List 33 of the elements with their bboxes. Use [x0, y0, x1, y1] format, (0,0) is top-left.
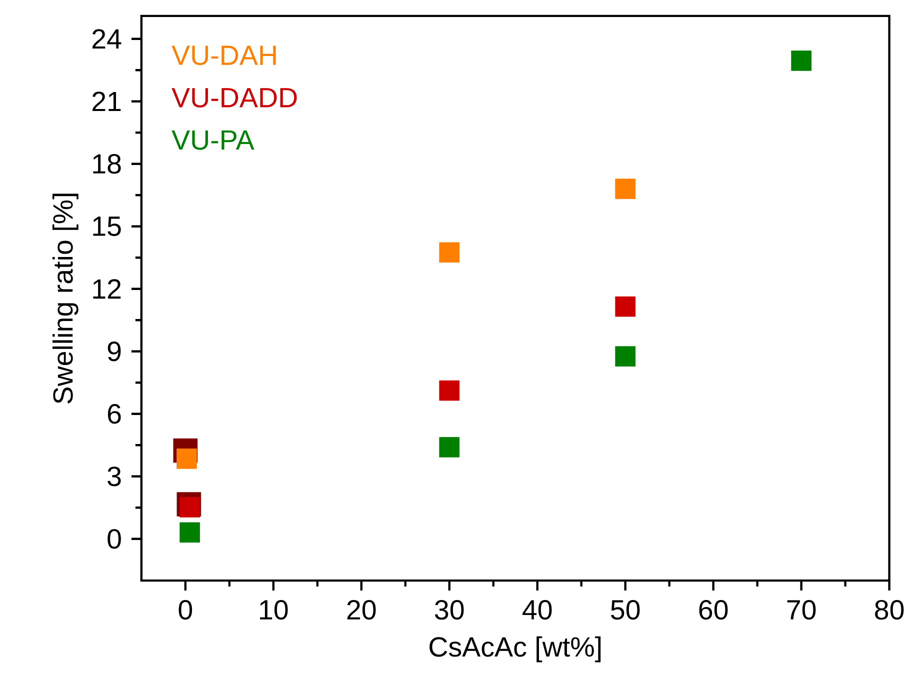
point	[439, 437, 460, 458]
y-tick-label: 21	[92, 92, 121, 112]
y-axis-title: Swelling ratio [%]	[52, 194, 78, 404]
text: VU-DADD	[172, 88, 297, 108]
x-tick-label: 30	[434, 600, 464, 620]
point	[180, 497, 200, 518]
x-axis-title: CsAcAc [wt%]	[430, 636, 601, 662]
x-tick-label: 50	[610, 600, 640, 620]
x-tick-label: 40	[522, 600, 552, 620]
text: VU-PA	[172, 130, 254, 150]
y-tick-label: 9	[108, 342, 121, 362]
x-tick-label: 10	[260, 600, 288, 620]
point	[176, 448, 197, 469]
point	[615, 296, 636, 317]
point	[439, 242, 460, 263]
point	[180, 522, 200, 543]
y-tick-label: 15	[93, 216, 121, 236]
x-tick-label: 60	[699, 600, 728, 620]
y-tick-label: 0	[108, 529, 121, 549]
y-tick-label: 3	[108, 466, 121, 486]
y-tick-label: 18	[93, 154, 121, 174]
point	[615, 346, 636, 366]
y-tick-label: 6	[108, 404, 121, 424]
y-tick-label: 24	[92, 29, 122, 48]
x-tick-label: 20	[347, 600, 376, 620]
point	[615, 178, 636, 199]
x-tick-label: 80	[875, 600, 904, 620]
point	[791, 50, 812, 71]
x-tick-label: 70	[787, 600, 816, 620]
x-tick-label: 0	[178, 600, 192, 620]
text: VU-DAH	[172, 46, 276, 66]
y-tick-label: 12	[93, 279, 121, 299]
point	[439, 380, 460, 401]
